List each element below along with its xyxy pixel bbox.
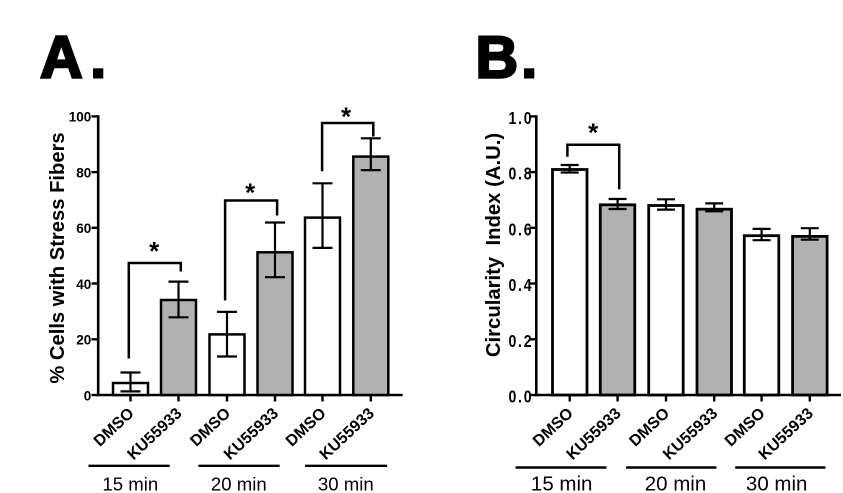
svg-text:Circularity Index (A.U.): Circularity Index (A.U.) [483,133,505,357]
svg-text:A: A [40,25,83,91]
svg-text:30 min: 30 min [746,472,808,493]
svg-text:0.6: 0.6 [508,221,533,240]
svg-text:*: * [245,178,256,208]
svg-text:*: * [341,102,352,132]
svg-text:0: 0 [84,388,92,403]
svg-text:0.4: 0.4 [508,277,533,296]
svg-text:15 min: 15 min [531,472,593,493]
svg-text:20: 20 [76,333,91,348]
svg-text:*: * [149,236,160,266]
svg-text:20 min: 20 min [211,473,267,493]
svg-text:40: 40 [76,277,91,292]
svg-text:80: 80 [76,165,91,180]
svg-text:60: 60 [76,221,91,236]
svg-text:B: B [476,25,519,91]
svg-text:*: * [588,118,599,148]
svg-text:100: 100 [69,110,92,125]
svg-text:1.0: 1.0 [508,110,533,129]
svg-text:0.0: 0.0 [508,388,533,407]
svg-text:15 min: 15 min [102,473,158,493]
svg-text:0.8: 0.8 [508,165,533,184]
svg-text:30 min: 30 min [318,473,374,493]
svg-text:20 min: 20 min [645,472,707,493]
svg-text:% Cells with Stress Fibers: % Cells with Stress Fibers [47,132,69,383]
svg-text:0.2: 0.2 [508,332,533,351]
